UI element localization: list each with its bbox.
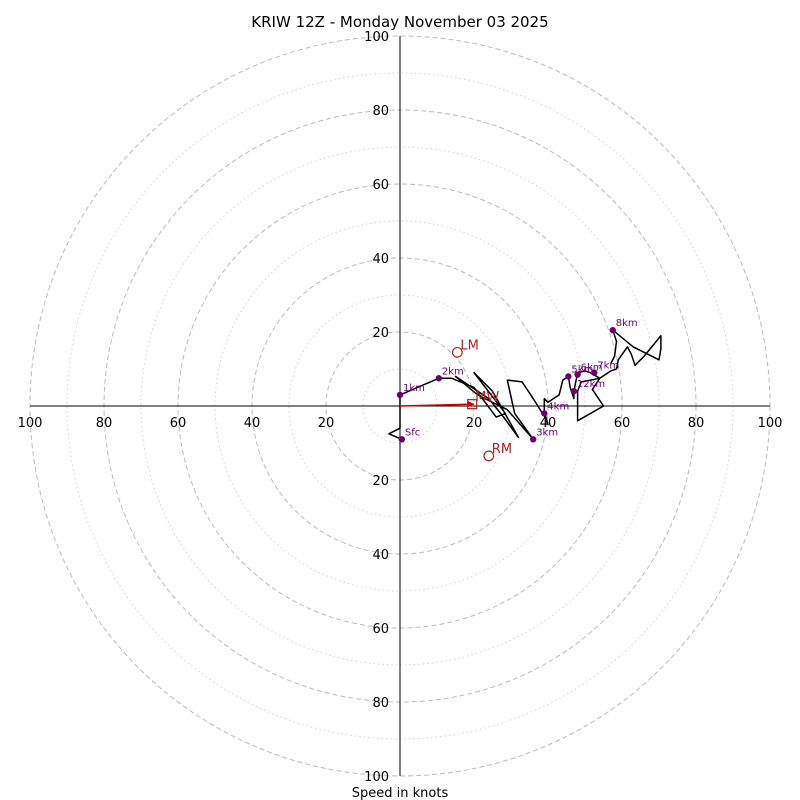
height-label-Sfc: Sfc bbox=[405, 427, 420, 438]
storm-motions: LM RM MW bbox=[399, 338, 512, 462]
y-tick-label: 60 bbox=[372, 178, 389, 193]
tick-labels: 100 80 60 40 20 20 40 60 80 100100806040202040608… bbox=[18, 30, 783, 785]
y-tick-label: 40 bbox=[372, 548, 389, 563]
height-marker-2km bbox=[435, 375, 443, 382]
x-tick-label: 40 bbox=[244, 416, 261, 431]
height-label-6km: 6km bbox=[581, 363, 603, 374]
height-label-7km: 7km bbox=[597, 361, 619, 372]
y-tick-label: 100 bbox=[364, 770, 389, 785]
y-tick-label: 20 bbox=[372, 474, 389, 489]
height-marker-7km bbox=[591, 369, 598, 376]
chart-title: KRIW 12Z - Monday November 03 2025 bbox=[251, 13, 548, 31]
x-tick-label: 20 bbox=[466, 416, 483, 431]
x-tick-label: 80 bbox=[688, 416, 705, 431]
height-marker-5km bbox=[565, 373, 572, 380]
x-tick-label: 80 bbox=[96, 416, 113, 431]
y-tick-label: 60 bbox=[372, 622, 389, 637]
height-marker-6km bbox=[574, 371, 581, 378]
storm-label-LM: LM bbox=[460, 338, 478, 353]
storm-label-RM: RM bbox=[492, 442, 512, 457]
y-tick-label: 80 bbox=[372, 696, 389, 711]
y-tick-label: 40 bbox=[372, 252, 389, 267]
storm-marker-RM bbox=[483, 450, 495, 462]
x-tick-label: 100 bbox=[758, 416, 783, 431]
height-marker-3km bbox=[530, 436, 537, 443]
height-label-2km: 2km bbox=[442, 366, 464, 377]
x-tick-label: 60 bbox=[170, 416, 187, 431]
storm-marker-LM bbox=[451, 346, 463, 358]
height-label-5km: 5km bbox=[571, 364, 593, 375]
shear-vector-arrowhead bbox=[467, 400, 475, 408]
height-label-3km: 3km bbox=[536, 427, 558, 438]
height-label-1km: 1km bbox=[403, 383, 425, 394]
storm-label-MW: MW bbox=[475, 390, 499, 405]
x-tick-label: 20 bbox=[318, 416, 335, 431]
x-tick-label: 100 bbox=[18, 416, 43, 431]
y-tick-label: 100 bbox=[364, 30, 389, 45]
storm-marker-MW bbox=[467, 399, 478, 410]
height-marker-8km bbox=[609, 326, 616, 334]
height-marker-12km bbox=[570, 388, 578, 395]
y-tick-label: 80 bbox=[372, 104, 389, 119]
height-label-12km: 12km bbox=[577, 379, 605, 390]
x-tick-label: 60 bbox=[614, 416, 631, 431]
shear-vector bbox=[399, 403, 475, 407]
height-label-4km: 4km bbox=[547, 401, 569, 412]
height-marker-1km bbox=[396, 391, 404, 399]
hodograph-line bbox=[388, 329, 662, 441]
height-marker-4km bbox=[541, 410, 548, 417]
x-axis-label: Speed in knots bbox=[352, 786, 449, 800]
y-tick-label: 20 bbox=[372, 326, 389, 341]
height-label-8km: 8km bbox=[616, 318, 638, 329]
height-marker-Sfc bbox=[398, 436, 406, 443]
